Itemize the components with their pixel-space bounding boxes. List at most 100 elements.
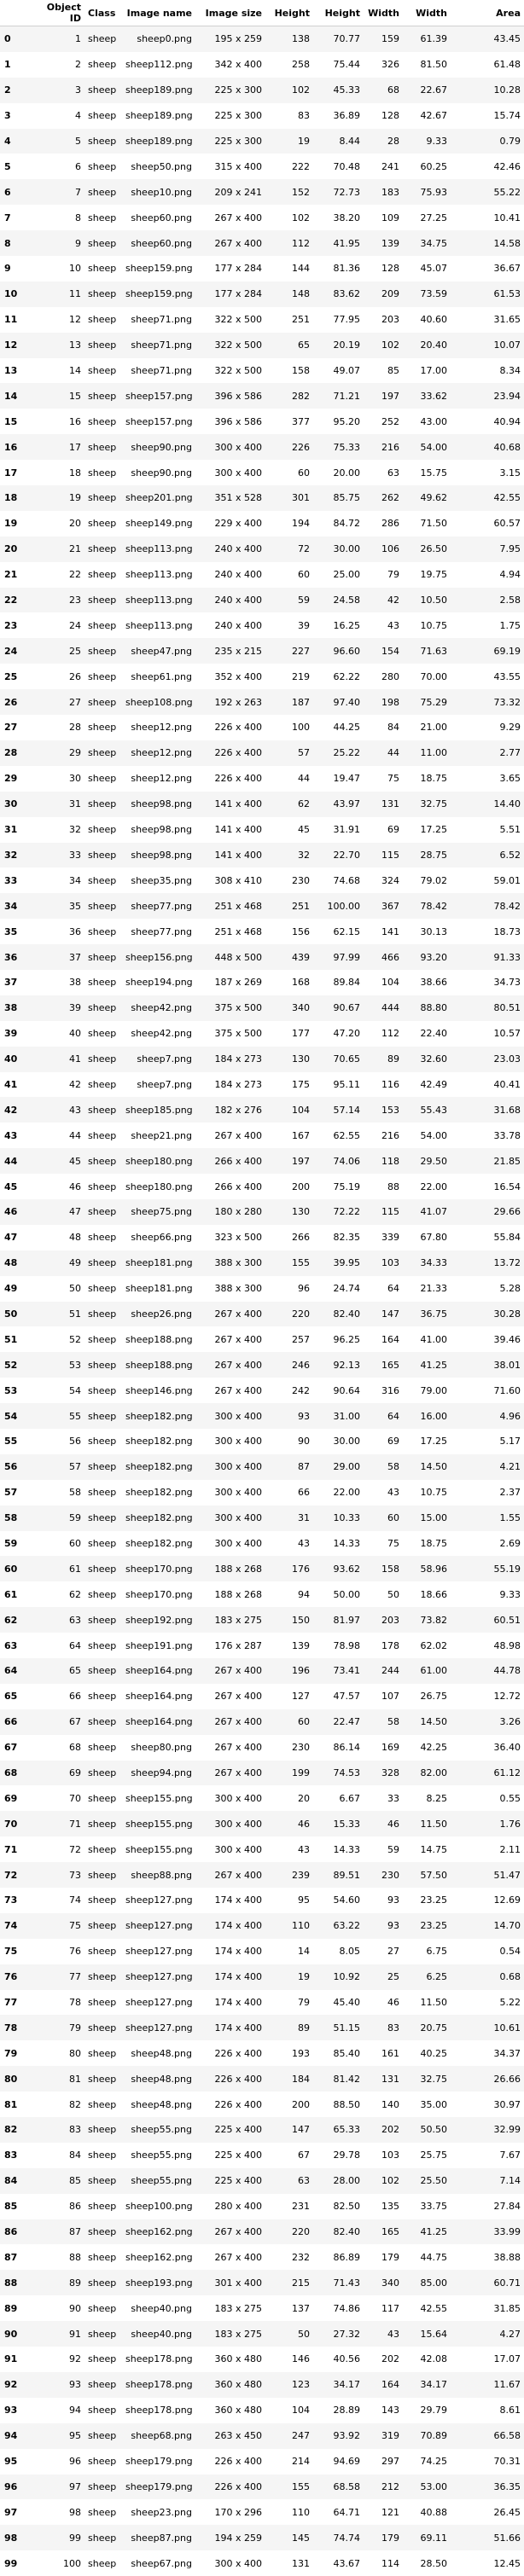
- cell-width-px: 466: [364, 944, 403, 970]
- cell-width-px: 179: [364, 2525, 403, 2550]
- cell-image-name: sheep162.png: [122, 2244, 195, 2270]
- cell-object-id: 25: [34, 638, 84, 664]
- cell-width-pct: 70.00: [403, 664, 451, 689]
- cell-height-pct: 74.86: [313, 2295, 364, 2321]
- cell-height-px: 60: [265, 1709, 313, 1735]
- cell-width-px: 328: [364, 1761, 403, 1786]
- cell-area: 44.78: [451, 1658, 524, 1684]
- cell-image-size: 183 x 275: [195, 2321, 265, 2347]
- cell-area: 61.53: [451, 281, 524, 307]
- cell-height-pct: 15.33: [313, 1811, 364, 1836]
- cell-object-id: 66: [34, 1684, 84, 1709]
- cell-object-id: 47: [34, 1199, 84, 1225]
- cell-height-pct: 38.20: [313, 205, 364, 230]
- cell-height-pct: 96.25: [313, 1326, 364, 1352]
- cell-image-name: sheep0.png: [122, 26, 195, 52]
- cell-object-id: 31: [34, 792, 84, 817]
- cell-image-size: 322 x 500: [195, 333, 265, 358]
- cell-area: 12.69: [451, 1888, 524, 1913]
- cell-width-px: 131: [364, 2066, 403, 2092]
- cell-object-id: 95: [34, 2423, 84, 2449]
- cell-height-px: 177: [265, 1021, 313, 1047]
- cell-width-pct: 20.40: [403, 333, 451, 358]
- cell-class: sheep: [84, 2015, 122, 2040]
- cell-width-pct: 62.02: [403, 1633, 451, 1658]
- cell-index: 38: [0, 995, 34, 1021]
- cell-area: 55.22: [451, 179, 524, 205]
- cell-index: 2: [0, 78, 34, 103]
- cell-object-id: 20: [34, 511, 84, 537]
- cell-area: 7.67: [451, 2143, 524, 2168]
- cell-height-px: 175: [265, 1072, 313, 1098]
- cell-height-pct: 62.22: [313, 664, 364, 689]
- cell-height-px: 130: [265, 1047, 313, 1072]
- cell-area: 91.33: [451, 944, 524, 970]
- cell-image-name: sheep170.png: [122, 1581, 195, 1607]
- cell-class: sheep: [84, 1862, 122, 1888]
- cell-image-name: sheep182.png: [122, 1480, 195, 1506]
- cell-class: sheep: [84, 2423, 122, 2449]
- cell-height-pct: 50.00: [313, 1581, 364, 1607]
- cell-width-px: 103: [364, 1250, 403, 1276]
- cell-class: sheep: [84, 843, 122, 868]
- cell-image-name: sheep94.png: [122, 1761, 195, 1786]
- cell-index: 35: [0, 919, 34, 944]
- cell-width-px: 197: [364, 383, 403, 409]
- cell-object-id: 16: [34, 409, 84, 434]
- cell-image-size: 360 x 480: [195, 2347, 265, 2372]
- cell-class: sheep: [84, 1021, 122, 1047]
- cell-object-id: 37: [34, 944, 84, 970]
- cell-height-pct: 90.64: [313, 1378, 364, 1403]
- cell-height-pct: 47.57: [313, 1684, 364, 1709]
- cell-height-pct: 93.62: [313, 1556, 364, 1581]
- cell-area: 8.61: [451, 2398, 524, 2423]
- cell-width-pct: 26.75: [403, 1684, 451, 1709]
- cell-height-pct: 29.00: [313, 1454, 364, 1480]
- cell-height-pct: 81.36: [313, 256, 364, 281]
- cell-image-name: sheep155.png: [122, 1811, 195, 1836]
- cell-image-name: sheep182.png: [122, 1454, 195, 1480]
- cell-width-px: 115: [364, 1199, 403, 1225]
- cell-height-pct: 97.40: [313, 689, 364, 715]
- cell-image-size: 174 x 400: [195, 1888, 265, 1913]
- cell-height-px: 19: [265, 1964, 313, 1990]
- cell-width-pct: 71.50: [403, 511, 451, 537]
- cell-width-pct: 34.33: [403, 1250, 451, 1276]
- cell-index: 58: [0, 1506, 34, 1531]
- cell-index: 62: [0, 1607, 34, 1633]
- cell-height-px: 87: [265, 1454, 313, 1480]
- cell-width-px: 153: [364, 1097, 403, 1123]
- cell-width-px: 241: [364, 154, 403, 179]
- cell-index: 85: [0, 2194, 34, 2219]
- cell-height-pct: 93.92: [313, 2423, 364, 2449]
- cell-height-px: 168: [265, 970, 313, 995]
- cell-object-id: 52: [34, 1326, 84, 1352]
- cell-height-px: 112: [265, 230, 313, 256]
- cell-class: sheep: [84, 256, 122, 281]
- cell-height-pct: 29.78: [313, 2143, 364, 2168]
- cell-class: sheep: [84, 715, 122, 740]
- cell-index: 69: [0, 1785, 34, 1811]
- cell-width-px: 43: [364, 1480, 403, 1506]
- cell-image-size: 396 x 586: [195, 409, 265, 434]
- cell-class: sheep: [84, 2499, 122, 2525]
- cell-object-id: 34: [34, 867, 84, 893]
- cell-height-px: 187: [265, 689, 313, 715]
- cell-height-pct: 49.07: [313, 358, 364, 384]
- cell-object-id: 32: [34, 817, 84, 843]
- cell-object-id: 54: [34, 1378, 84, 1403]
- cell-image-name: sheep50.png: [122, 154, 195, 179]
- column-header-height-pct: Height: [313, 0, 364, 26]
